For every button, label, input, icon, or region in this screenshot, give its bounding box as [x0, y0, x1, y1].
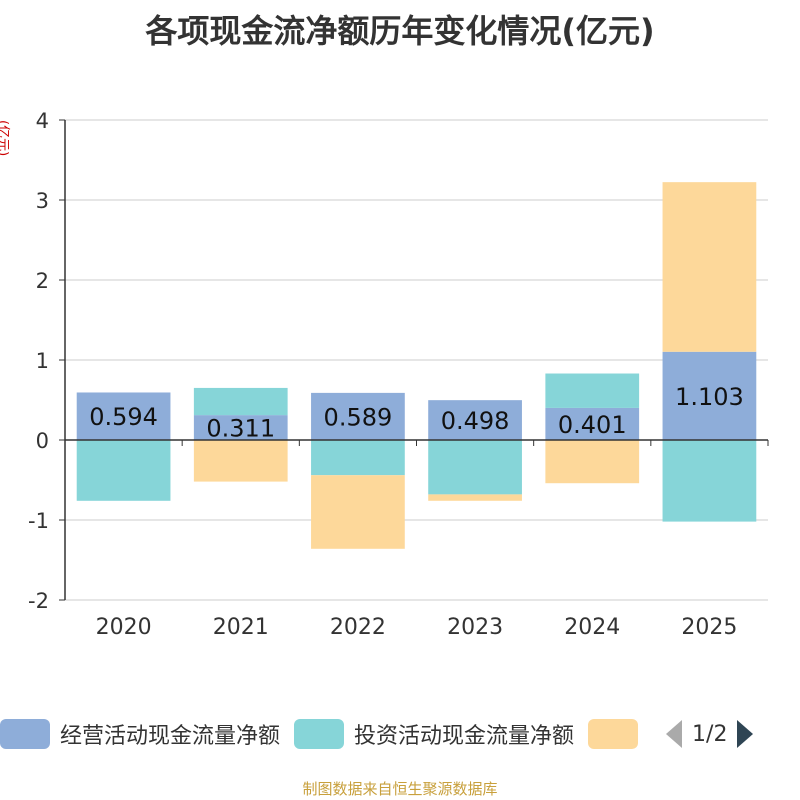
legend-swatch-investing: [294, 719, 345, 749]
bar-2020-series-0: [76, 392, 171, 440]
data-label-2020: 0.594: [89, 403, 158, 431]
data-label-2021: 0.311: [206, 415, 275, 443]
legend-item-operating[interactable]: 经营活动现金流量净额: [0, 718, 280, 750]
bar-2023-series-1: [428, 440, 522, 495]
x-tick-label-2021: 2021: [213, 615, 269, 640]
data-label-2022: 0.589: [324, 403, 393, 431]
y-tick-label: 0: [36, 429, 49, 453]
stacked-bar-chart: -2 -1 0 1 2 3 4 0.594 2020 0.311 2021 0.589 2022 0.49…: [28, 109, 769, 640]
y-tick-label: 1: [36, 349, 49, 373]
data-label-2023: 0.498: [441, 407, 510, 435]
bar-2024-series-0: [545, 407, 640, 440]
x-tick-label-2022: 2022: [330, 615, 386, 640]
y-tick-label: -2: [28, 589, 49, 613]
bar-2022-series-1: [311, 440, 405, 476]
bar-2021-series-0: [193, 415, 288, 440]
data-source-note: 制图数据来自恒生聚源数据库: [302, 780, 498, 798]
pager-next-icon[interactable]: [737, 720, 754, 748]
legend-pager: 1/2: [666, 720, 754, 748]
bar-2021-series-1: [193, 387, 288, 416]
x-tick-label-2020: 2020: [96, 615, 152, 640]
data-label-2025: 1.103: [675, 383, 744, 411]
chart-title: 各项现金流净额历年变化情况(亿元): [145, 12, 655, 50]
y-tick-label: 4: [36, 109, 49, 133]
pager-label: 1/2: [692, 721, 728, 747]
legend: 经营活动现金流量净额 投资活动现金流量净额 1/2: [0, 716, 800, 752]
bar-2023-series-0: [428, 400, 522, 440]
x-tick-label-2024: 2024: [564, 615, 620, 640]
legend-swatch-operating: [0, 719, 50, 749]
bar-2023-series-2: [428, 494, 522, 501]
x-tick-label-2023: 2023: [447, 615, 503, 640]
bar-2022-series-0: [311, 392, 405, 440]
y-tick-label: 2: [36, 269, 49, 293]
legend-label-investing: 投资活动现金流量净额: [354, 724, 575, 749]
legend-item-investing[interactable]: 投资活动现金流量净额: [294, 718, 574, 750]
bar-2024-series-2: [545, 440, 640, 484]
legend-label-operating: 经营活动现金流量净额: [60, 724, 281, 749]
y-tick-label: 3: [36, 189, 49, 213]
data-label-2024: 0.401: [558, 411, 627, 439]
bar-2025-series-2: [662, 182, 757, 352]
y-tick-label: -1: [28, 509, 49, 533]
pager-prev-icon[interactable]: [666, 720, 683, 748]
legend-swatch-third: [588, 719, 639, 749]
legend-item-third[interactable]: [588, 719, 648, 749]
bar-2020-series-1: [76, 440, 171, 501]
bar-2022-series-2: [311, 475, 405, 549]
bar-2025-series-0: [662, 351, 757, 440]
bar-2021-series-2: [193, 440, 288, 482]
x-tick-label-2025: 2025: [681, 615, 737, 640]
bar-2025-series-1: [662, 440, 757, 522]
bar-2024-series-1: [545, 373, 640, 408]
